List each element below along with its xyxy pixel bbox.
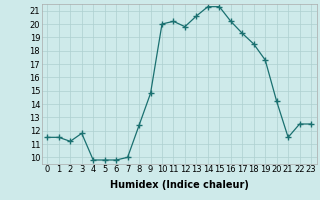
X-axis label: Humidex (Indice chaleur): Humidex (Indice chaleur) [110, 180, 249, 190]
